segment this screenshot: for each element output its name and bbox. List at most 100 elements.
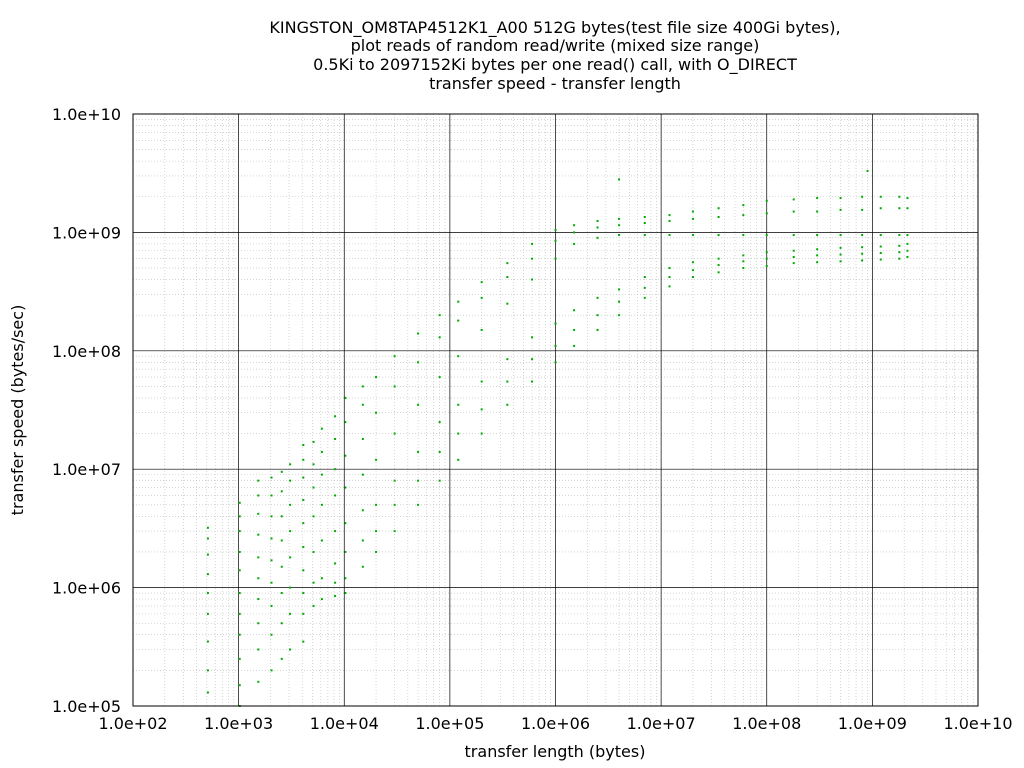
data-point: [362, 566, 364, 568]
data-point: [394, 433, 396, 435]
data-point: [506, 262, 508, 264]
data-point: [644, 216, 646, 218]
data-point: [906, 256, 908, 258]
data-point: [555, 361, 557, 363]
data-point: [573, 309, 575, 311]
data-point: [302, 459, 304, 461]
data-point: [289, 463, 291, 465]
data-point: [289, 530, 291, 532]
data-point: [334, 595, 336, 597]
data-point: [457, 433, 459, 435]
data-point: [618, 178, 620, 180]
data-point: [880, 207, 882, 209]
data-point: [239, 502, 241, 504]
data-point: [618, 288, 620, 290]
data-point: [289, 649, 291, 651]
x-tick-label: 1.0e+04: [310, 714, 379, 733]
data-point: [898, 234, 900, 236]
data-point: [506, 404, 508, 406]
data-point: [239, 658, 241, 660]
data-point: [439, 421, 441, 423]
data-point: [257, 480, 259, 482]
data-point: [417, 333, 419, 335]
data-point: [257, 649, 259, 651]
y-tick-label: 1.0e+06: [52, 579, 121, 598]
data-point: [394, 385, 396, 387]
data-point: [861, 259, 863, 261]
data-point: [375, 504, 377, 506]
data-point: [394, 504, 396, 506]
data-point: [816, 248, 818, 250]
data-point: [816, 211, 818, 213]
data-point: [257, 598, 259, 600]
data-point: [867, 170, 869, 172]
data-point: [644, 222, 646, 224]
data-point: [898, 251, 900, 253]
data-point: [271, 669, 273, 671]
data-point: [239, 530, 241, 532]
data-point: [718, 234, 720, 236]
data-point: [344, 421, 346, 423]
data-point: [207, 592, 209, 594]
data-point: [742, 204, 744, 206]
data-point: [793, 198, 795, 200]
data-point: [375, 376, 377, 378]
data-point: [439, 451, 441, 453]
data-point: [417, 480, 419, 482]
data-point: [840, 260, 842, 262]
data-point: [898, 258, 900, 260]
data-point: [457, 355, 459, 357]
data-point: [644, 297, 646, 299]
data-point: [207, 527, 209, 529]
data-point: [457, 301, 459, 303]
data-point: [334, 562, 336, 564]
data-point: [417, 451, 419, 453]
data-point: [281, 490, 283, 492]
data-point: [597, 314, 599, 316]
data-point: [692, 261, 694, 263]
data-point: [766, 265, 768, 267]
data-point: [375, 551, 377, 553]
data-point: [793, 234, 795, 236]
data-point: [362, 385, 364, 387]
data-point: [573, 224, 575, 226]
data-point: [362, 539, 364, 541]
data-point: [302, 613, 304, 615]
data-point: [302, 444, 304, 446]
data-point: [439, 336, 441, 338]
data-point: [668, 214, 670, 216]
data-point: [618, 314, 620, 316]
data-point: [334, 415, 336, 417]
data-point: [506, 381, 508, 383]
data-point: [618, 234, 620, 236]
data-point: [742, 254, 744, 256]
data-point: [281, 622, 283, 624]
data-point: [271, 515, 273, 517]
data-point: [880, 246, 882, 248]
data-point: [481, 297, 483, 299]
data-point: [816, 197, 818, 199]
x-tick-label: 1.0e+05: [415, 714, 484, 733]
data-point: [394, 530, 396, 532]
data-point: [906, 243, 908, 245]
data-point: [668, 267, 670, 269]
data-point: [344, 577, 346, 579]
data-point: [718, 271, 720, 273]
data-point: [281, 566, 283, 568]
data-point: [692, 234, 694, 236]
data-point: [239, 551, 241, 553]
data-point: [344, 522, 346, 524]
x-axis-label: transfer length (bytes): [465, 742, 646, 761]
data-point: [302, 592, 304, 594]
data-point: [668, 220, 670, 222]
y-tick-label: 1.0e+07: [52, 460, 121, 479]
data-point: [321, 504, 323, 506]
data-point: [334, 530, 336, 532]
data-point: [597, 237, 599, 239]
data-point: [718, 216, 720, 218]
x-tick-label: 1.0e+08: [732, 714, 801, 733]
data-point: [742, 234, 744, 236]
data-point: [692, 218, 694, 220]
data-point: [281, 592, 283, 594]
data-point: [597, 297, 599, 299]
